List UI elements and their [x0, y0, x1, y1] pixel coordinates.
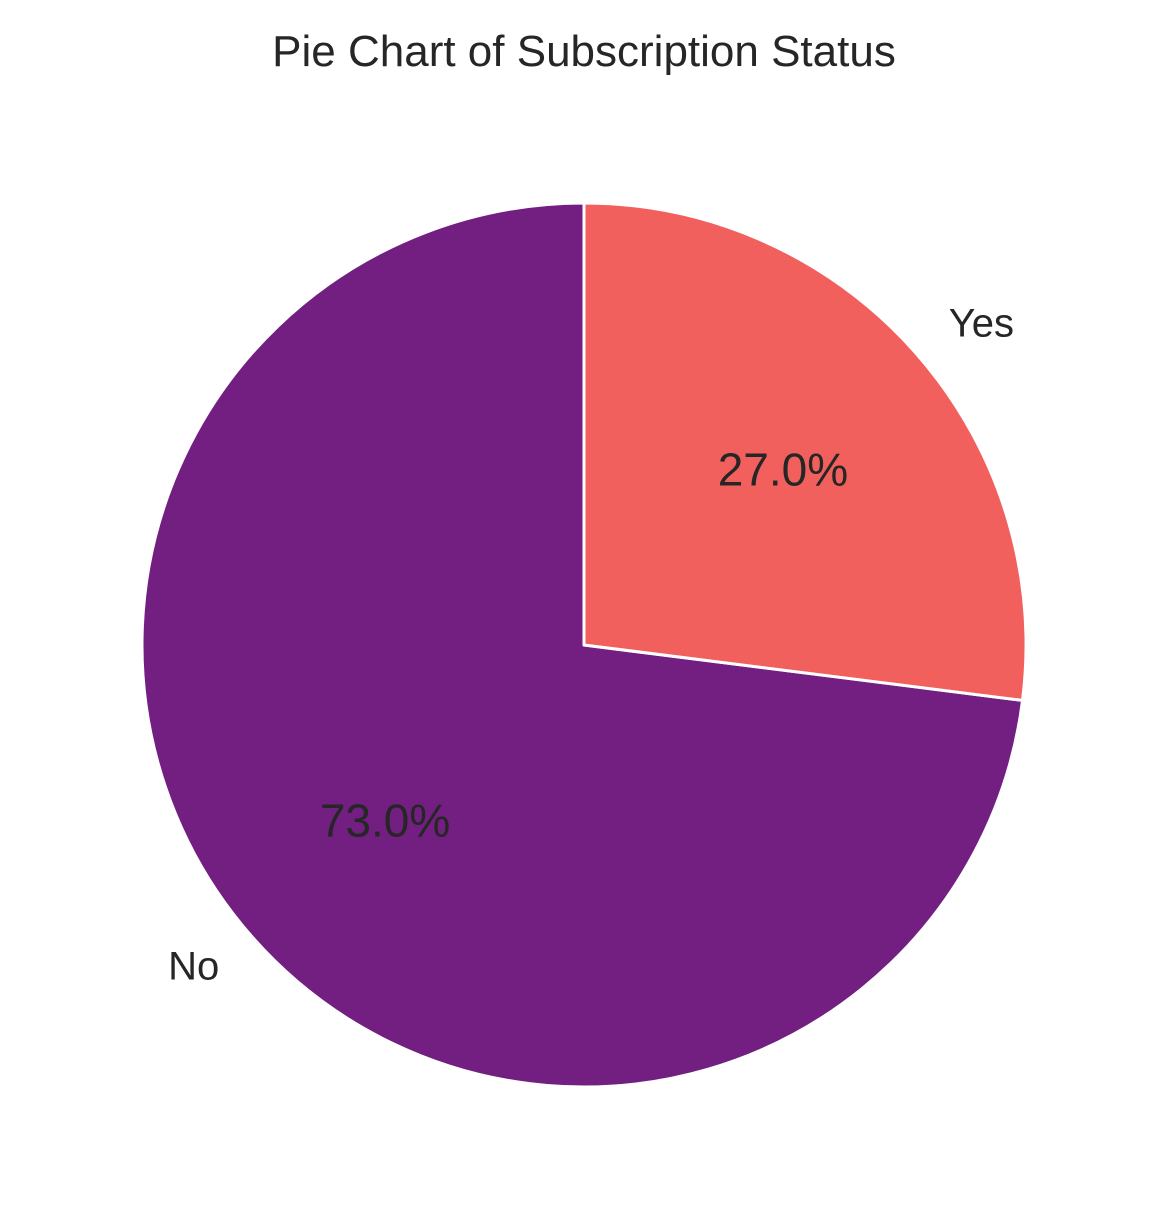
pie-labels: No 73.0% Yes 27.0%: [168, 301, 1014, 988]
pie-slice-yes: [582, 201, 1028, 702]
percent-label-no: 73.0%: [320, 794, 450, 846]
chart-title: Pie Chart of Subscription Status: [272, 27, 896, 76]
category-label-yes: Yes: [949, 301, 1014, 345]
category-label-no: No: [168, 945, 219, 989]
percent-label-yes: 27.0%: [718, 444, 848, 496]
pie-slice-no: [140, 201, 1025, 1089]
pie-slices: [140, 201, 1028, 1089]
